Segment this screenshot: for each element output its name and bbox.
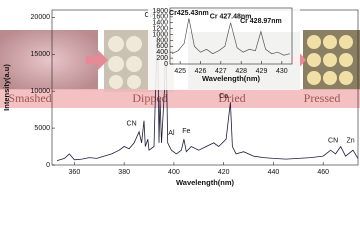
plot-frame bbox=[169, 7, 293, 65]
peak-label: CN bbox=[127, 121, 137, 128]
y-tick-label: 1800 bbox=[152, 8, 168, 15]
stage-banner bbox=[0, 89, 360, 108]
x-tick-label: 425 bbox=[174, 68, 186, 75]
y-tick-label: 400 bbox=[156, 49, 168, 56]
peak-label: Fe bbox=[182, 128, 190, 135]
y-tick-label: 10000 bbox=[31, 88, 51, 95]
y-tick-label: 1200 bbox=[152, 25, 168, 32]
x-tick-label: 460 bbox=[317, 169, 329, 176]
figure: Smashed Dipped Dried Pressed050001000015000… bbox=[0, 0, 360, 187]
photo-smashed bbox=[0, 30, 98, 90]
x-tick-label: 420 bbox=[218, 169, 230, 176]
x-tick-label: 360 bbox=[69, 169, 81, 176]
x-tick-label: 428 bbox=[235, 68, 247, 75]
stage-label: Pressed bbox=[304, 91, 341, 105]
inset-background bbox=[148, 0, 300, 90]
x-axis-title: Wavelength(nm) bbox=[176, 178, 235, 187]
stage-label: Dried bbox=[218, 91, 245, 105]
peak-label: Cr 428.97nm bbox=[240, 18, 282, 25]
peak-label: Al bbox=[168, 130, 175, 137]
y-tick-label: 15000 bbox=[31, 51, 51, 58]
y-tick-label: 0 bbox=[46, 162, 50, 169]
peak-label: Cr 427.48nm bbox=[210, 14, 252, 21]
arrow bbox=[86, 50, 108, 70]
x-tick-label: 380 bbox=[118, 169, 130, 176]
x-tick-label: 426 bbox=[195, 68, 207, 75]
y-axis-title: Intensity(a.u) bbox=[2, 64, 11, 111]
x-tick-label: 440 bbox=[268, 169, 280, 176]
y-tick-label: 200 bbox=[156, 55, 168, 62]
y-tick-label: 800 bbox=[156, 37, 168, 44]
stage-label: Smashed bbox=[8, 91, 51, 105]
y-tick-label: 1000 bbox=[152, 31, 168, 38]
peak-label: Cr425.43nm bbox=[169, 10, 209, 17]
x-axis-title: Wavelength(nm) bbox=[202, 74, 261, 83]
x-tick-label: 429 bbox=[256, 68, 268, 75]
y-tick-label: 1600 bbox=[152, 14, 168, 21]
x-tick-label: 430 bbox=[276, 68, 288, 75]
y-tick-label: 0 bbox=[164, 61, 168, 68]
peak-label: Ca bbox=[219, 93, 228, 100]
peak-label: CN bbox=[328, 137, 338, 144]
photo-tablets bbox=[108, 35, 353, 89]
y-tick-label: 1400 bbox=[152, 20, 168, 27]
spectrum-line bbox=[171, 18, 291, 56]
y-tick-label: 5000 bbox=[34, 125, 50, 132]
spectrum-line bbox=[56, 21, 359, 161]
y-tick-label: 20000 bbox=[31, 14, 51, 21]
stage-label: Dipped bbox=[132, 91, 167, 105]
x-tick-label: 427 bbox=[215, 68, 227, 75]
y-tick-label: 600 bbox=[156, 43, 168, 50]
peak-label: Zn bbox=[346, 137, 354, 144]
x-tick-label: 400 bbox=[168, 169, 180, 176]
